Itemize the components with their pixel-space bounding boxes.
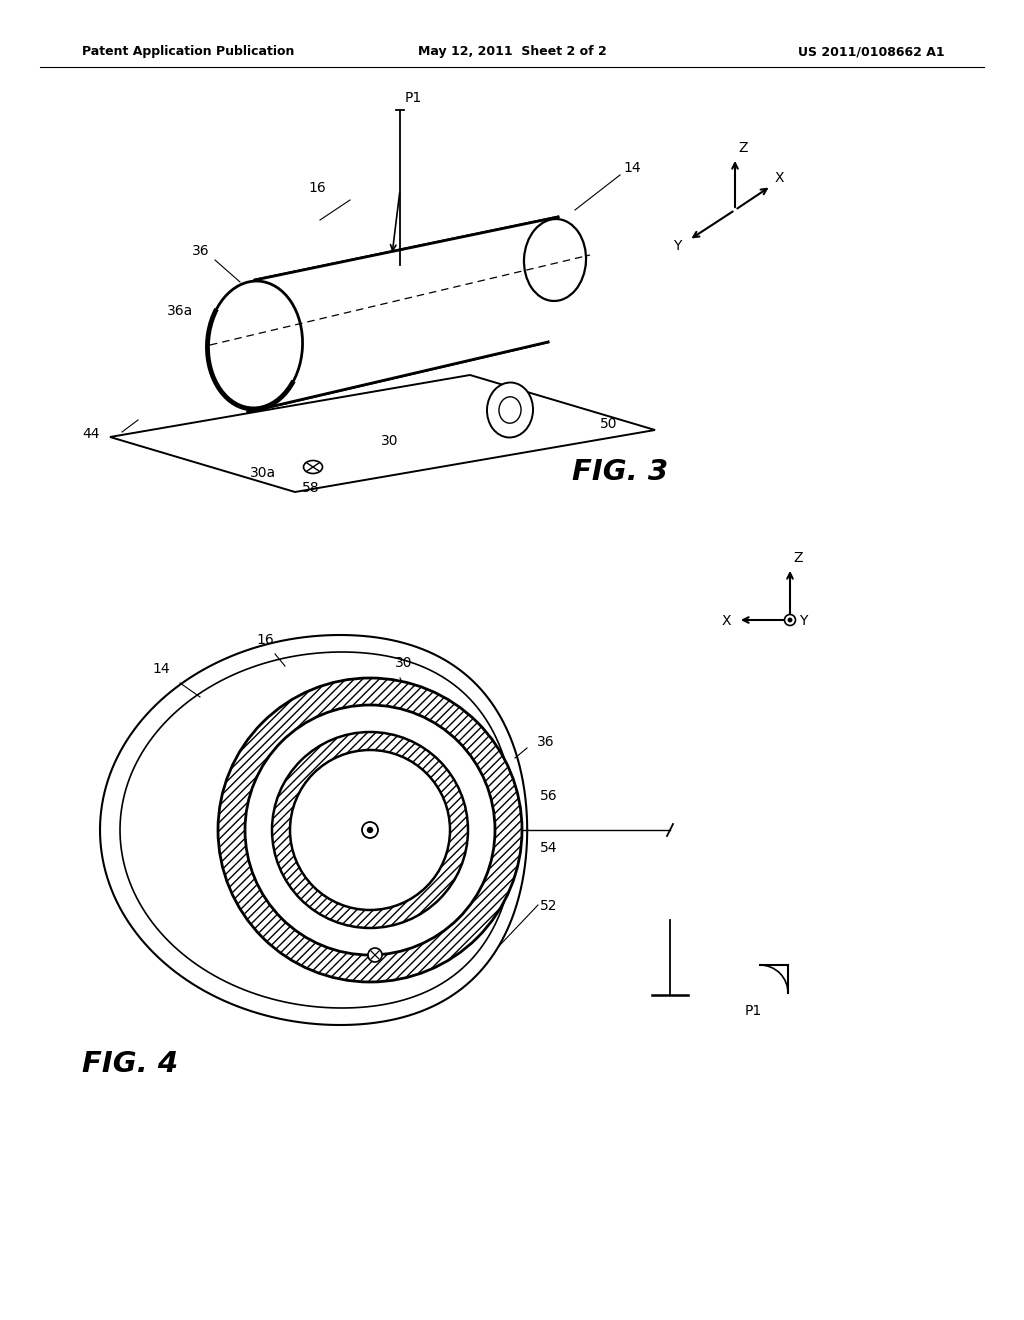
Text: 14: 14 <box>152 663 170 676</box>
Text: Z: Z <box>793 550 803 565</box>
Ellipse shape <box>218 678 522 982</box>
Text: P1: P1 <box>745 1005 762 1018</box>
Ellipse shape <box>303 461 323 474</box>
Ellipse shape <box>788 618 792 622</box>
Ellipse shape <box>272 733 468 928</box>
Text: 16: 16 <box>256 634 273 647</box>
Text: 52: 52 <box>540 899 557 913</box>
Text: X: X <box>775 172 784 185</box>
Text: 14: 14 <box>623 161 641 176</box>
Text: FIG. 4: FIG. 4 <box>82 1049 178 1078</box>
Ellipse shape <box>487 383 534 437</box>
Text: 50: 50 <box>600 417 617 432</box>
Text: 36: 36 <box>537 735 555 748</box>
Ellipse shape <box>524 219 586 301</box>
Ellipse shape <box>245 705 495 954</box>
Ellipse shape <box>784 615 796 626</box>
Text: FIG. 3: FIG. 3 <box>572 458 668 486</box>
Text: Y: Y <box>799 614 807 628</box>
Text: US 2011/0108662 A1: US 2011/0108662 A1 <box>799 45 945 58</box>
Text: Z: Z <box>738 141 748 154</box>
Ellipse shape <box>368 828 373 833</box>
Ellipse shape <box>362 822 378 838</box>
Text: 56: 56 <box>540 789 558 803</box>
Text: Patent Application Publication: Patent Application Publication <box>82 45 294 58</box>
Ellipse shape <box>290 750 450 909</box>
Text: X: X <box>722 614 731 628</box>
Text: 30: 30 <box>395 656 413 671</box>
Text: 32: 32 <box>268 801 286 814</box>
Text: 54: 54 <box>540 841 557 855</box>
Text: 16: 16 <box>308 181 326 195</box>
Text: 36a: 36a <box>167 304 194 318</box>
Text: 58: 58 <box>302 480 319 495</box>
Text: 44: 44 <box>82 426 99 441</box>
Text: P1: P1 <box>406 91 422 106</box>
Text: 36: 36 <box>193 244 210 257</box>
Polygon shape <box>248 216 558 412</box>
Text: Y: Y <box>673 239 681 253</box>
Ellipse shape <box>208 281 302 409</box>
Ellipse shape <box>368 948 382 962</box>
Text: 30a: 30a <box>250 466 276 480</box>
Text: May 12, 2011  Sheet 2 of 2: May 12, 2011 Sheet 2 of 2 <box>418 45 606 58</box>
Text: 30: 30 <box>381 434 398 447</box>
